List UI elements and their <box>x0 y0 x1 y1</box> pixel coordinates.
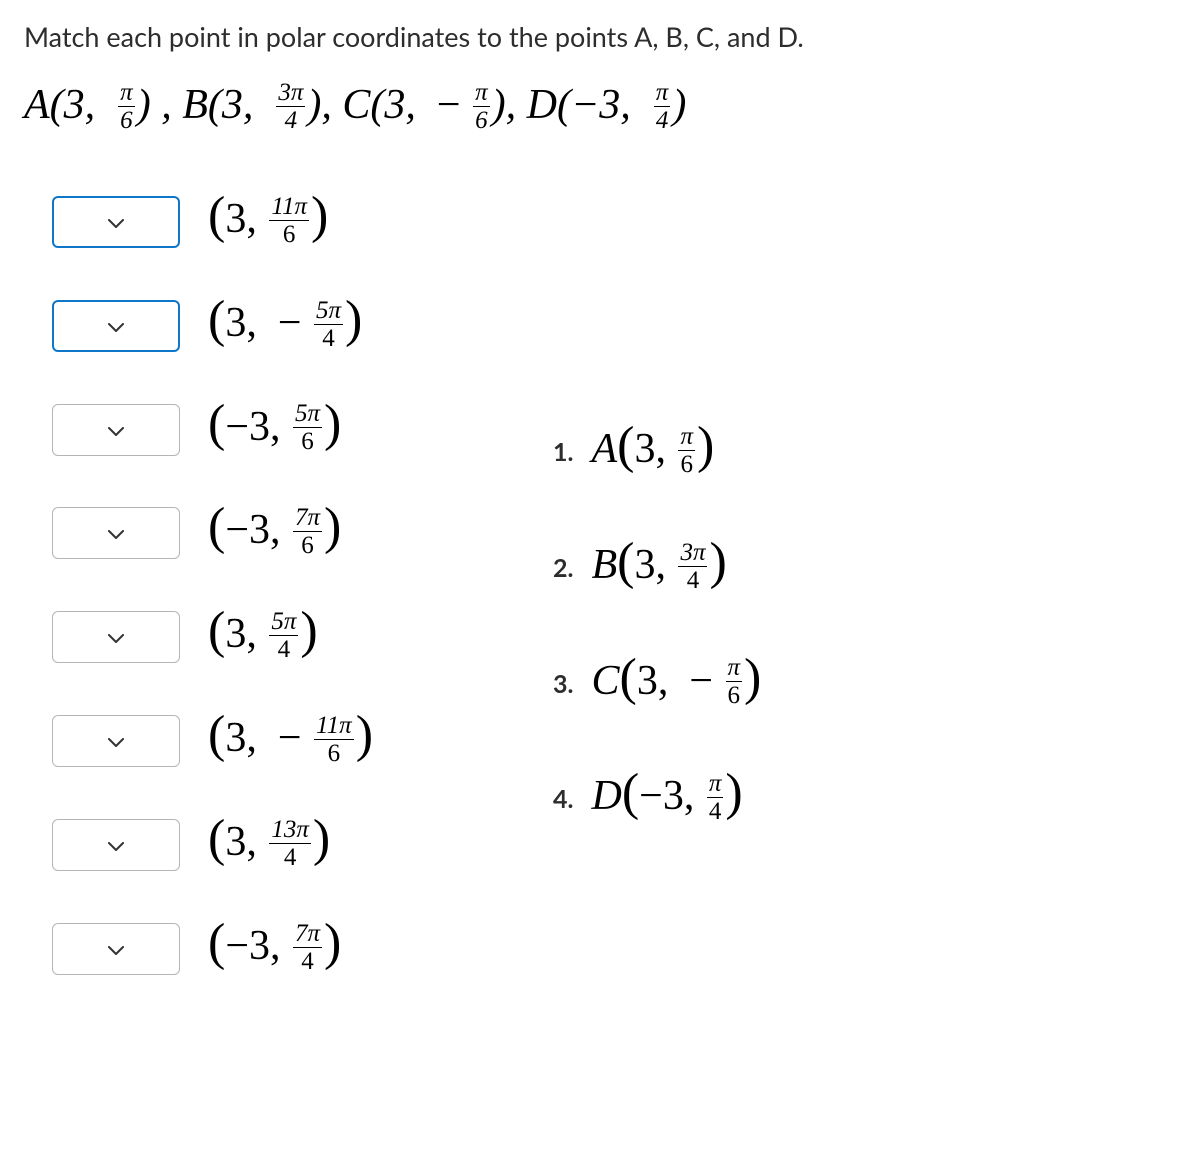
answer-row: 4. D(−3, π4) <box>553 772 761 826</box>
option-row: (−3, 7π4) <box>52 922 373 976</box>
chevron-down-icon <box>108 730 124 752</box>
match-select[interactable] <box>52 507 180 559</box>
option-row: (3, − 11π6) <box>52 714 373 768</box>
answer-number: 2. <box>553 553 573 583</box>
match-select[interactable] <box>52 923 180 975</box>
answer-expression: C(3, − π6) <box>591 657 761 711</box>
option-expression: (−3, 7π4) <box>208 922 341 976</box>
option-expression: (3, − 11π6) <box>208 714 373 768</box>
option-expression: (3, 13π4) <box>208 818 330 872</box>
answer-row: 3. C(3, − π6) <box>553 657 761 711</box>
match-select[interactable] <box>52 715 180 767</box>
options-column: (3, 11π6) (3, − 5π4) (−3, 5π6) (−3, 7π6) (3,… <box>24 195 373 976</box>
points-definition: A(3, π6) , B(3, 3π4), C(3, − π6), D(−3, … <box>24 81 1176 135</box>
option-row: (3, 13π4) <box>52 818 373 872</box>
answer-number: 1. <box>553 437 573 467</box>
option-row: (3, 11π6) <box>52 195 373 249</box>
main-content: (3, 11π6) (3, − 5π4) (−3, 5π6) (−3, 7π6) (3,… <box>24 195 1176 976</box>
match-select[interactable] <box>52 611 180 663</box>
chevron-down-icon <box>108 315 124 337</box>
answer-number: 3. <box>553 669 573 699</box>
answer-row: 1. A(3, π6) <box>553 425 761 479</box>
answer-expression: A(3, π6) <box>591 425 714 479</box>
chevron-down-icon <box>108 522 124 544</box>
answers-column: 1. A(3, π6) 2. B(3, 3π4) 3. C(3, − π6) 4. D(−3,… <box>553 195 761 976</box>
option-row: (3, − 5π4) <box>52 299 373 353</box>
chevron-down-icon <box>108 211 124 233</box>
chevron-down-icon <box>108 419 124 441</box>
option-row: (−3, 5π6) <box>52 403 373 457</box>
answer-expression: D(−3, π4) <box>591 772 742 826</box>
option-expression: (3, − 5π4) <box>208 299 362 353</box>
match-select[interactable] <box>52 404 180 456</box>
option-row: (−3, 7π6) <box>52 506 373 560</box>
chevron-down-icon <box>108 834 124 856</box>
answer-number: 4. <box>553 784 573 814</box>
match-select[interactable] <box>52 300 180 352</box>
answer-row: 2. B(3, 3π4) <box>553 541 761 595</box>
option-expression: (3, 5π4) <box>208 610 318 664</box>
chevron-down-icon <box>108 626 124 648</box>
option-row: (3, 5π4) <box>52 610 373 664</box>
answer-expression: B(3, 3π4) <box>591 541 726 595</box>
option-expression: (−3, 5π6) <box>208 403 341 457</box>
option-expression: (3, 11π6) <box>208 195 328 249</box>
match-select[interactable] <box>52 196 180 248</box>
instruction-text: Match each point in polar coordinates to… <box>24 20 1176 53</box>
option-expression: (−3, 7π6) <box>208 506 341 560</box>
chevron-down-icon <box>108 938 124 960</box>
match-select[interactable] <box>52 819 180 871</box>
